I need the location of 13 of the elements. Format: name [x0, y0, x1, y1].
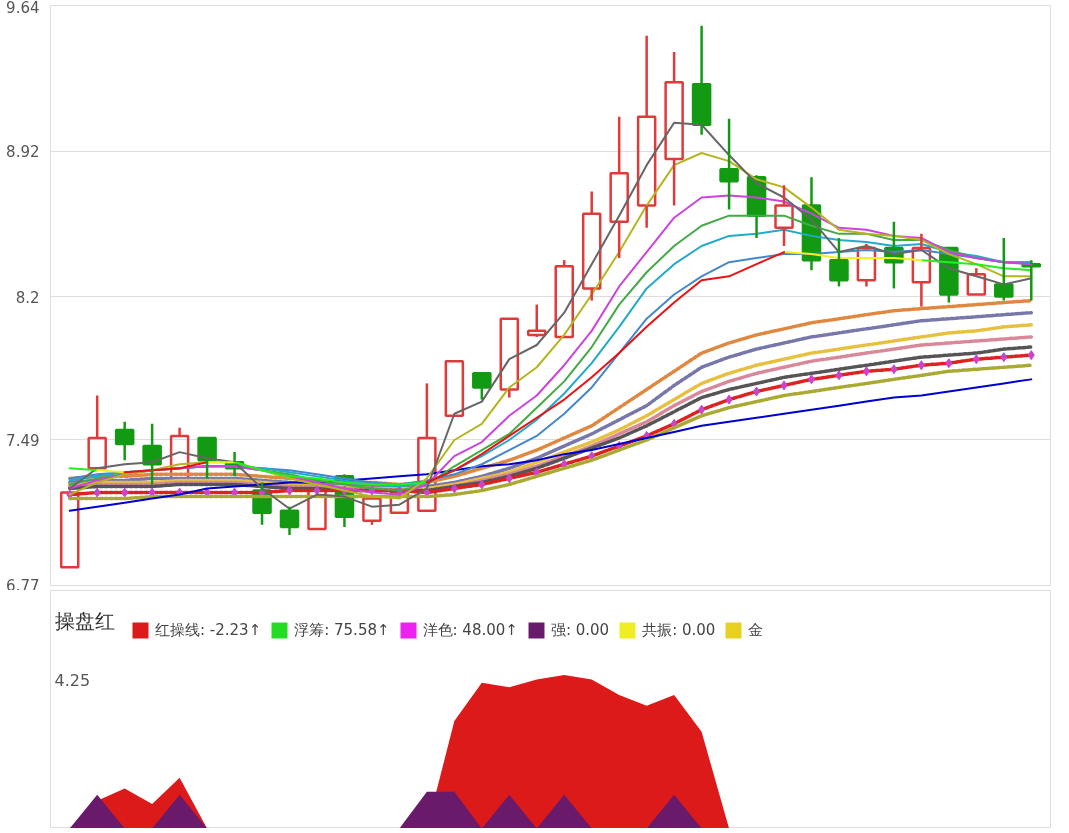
legend-label: 红操线: -2.23↑ [155, 620, 262, 640]
y-tick-label: 7.49 [6, 431, 40, 450]
y-tick-label: 8.2 [15, 288, 40, 307]
y-tick-label: 9.64 [6, 0, 40, 17]
legend-label: 共振: 0.00 [642, 620, 716, 640]
chart-title: 操盘红 [54, 608, 115, 633]
legend-label: 浮筹: 75.58↑ [294, 620, 390, 640]
y-tick-label: 6.77 [6, 576, 40, 595]
legend-label: 洋色: 48.00↑ [422, 620, 518, 640]
legend-label: 金 [748, 620, 765, 640]
legend-label: 强: 0.00 [550, 620, 610, 640]
y-tick-label: 8.92 [6, 143, 40, 162]
annotation: 4.25 [54, 670, 91, 690]
